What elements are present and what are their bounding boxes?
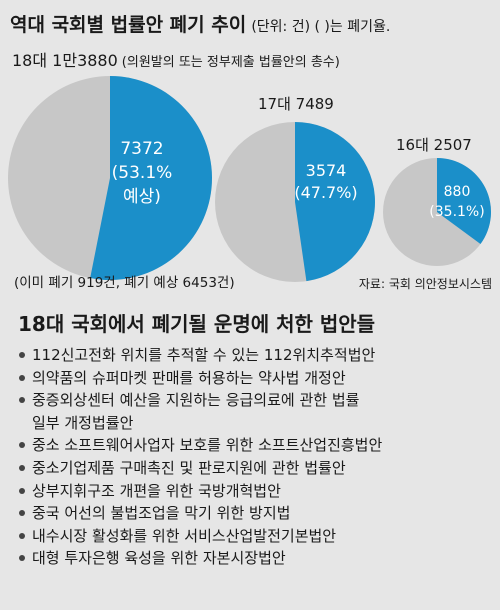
- slice-data-label: 3574: [306, 161, 347, 180]
- slice-data-label: 예상): [123, 187, 161, 207]
- bills-list: 112신고전화 위치를 추적할 수 있는 112위치추적법안 의약품의 슈퍼마켓 …: [18, 344, 382, 570]
- bill-item: 내수시장 활성화를 위한 서비스산업발전기본법안: [18, 525, 382, 548]
- bill-item: 중소기업제품 구매촉진 및 판로지원에 관한 법률안: [18, 457, 382, 480]
- pie-header: 18대 1만3880 (의원발의 또는 정부제출 법률안의 총수): [12, 51, 340, 70]
- unit-note: (단위: 건) ( )는 폐기율.: [251, 19, 391, 35]
- pie-discarded-slice: [295, 122, 376, 282]
- bill-item: 대형 투자은행 육성을 위한 자본시장법안: [18, 547, 382, 570]
- pie-header: 16대 2507: [396, 136, 472, 154]
- bill-item: 상부지휘구조 개편을 위한 국방개혁법안: [18, 480, 382, 503]
- bill-item: 112신고전화 위치를 추적할 수 있는 112위치추적법안: [18, 344, 382, 367]
- slice-data-label: 880: [444, 184, 471, 200]
- source-note: 자료: 국회 의안정보시스템: [359, 277, 492, 291]
- pie-header-note: (의원발의 또는 정부제출 법률안의 총수): [122, 55, 340, 70]
- slice-data-label: (47.7%): [294, 183, 357, 202]
- slice-data-label: 7372: [120, 139, 163, 159]
- title-text: 역대 국회별 법률안 폐기 추이: [10, 14, 247, 36]
- chart-title: 역대 국회별 법률안 폐기 추이 (단위: 건) ( )는 폐기율.: [10, 10, 390, 37]
- slice-data-label: (35.1%): [429, 204, 484, 220]
- pie-charts: 18대 1만3880 (의원발의 또는 정부제출 법률안의 총수) 7372 (53.…: [8, 51, 492, 291]
- bill-item: 일부 개정법률안: [32, 413, 134, 432]
- bills-title: 18대 국회에서 폐기될 운명에 처한 법안들: [18, 312, 376, 336]
- slice-data-label: (53.1%: [112, 163, 173, 183]
- bill-item: 중국 어선의 불법조업을 막기 위한 방지법: [18, 502, 382, 525]
- bill-item: 중소 소프트웨어사업자 보호를 위한 소프트산업진흥법안: [18, 434, 382, 457]
- bill-item: 의약품의 슈퍼마켓 판매를 허용하는 약사법 개정안: [18, 367, 382, 390]
- pie-footnote: (이미 폐기 919건, 폐기 예상 6453건): [14, 275, 235, 291]
- pie-discarded-slice: [90, 76, 212, 280]
- pie-discarded-slice: [437, 158, 492, 245]
- pie-header: 17대 7489: [258, 95, 334, 113]
- bill-item: 중증외상센터 예산을 지원하는 응급의료에 관한 법률: [18, 389, 382, 412]
